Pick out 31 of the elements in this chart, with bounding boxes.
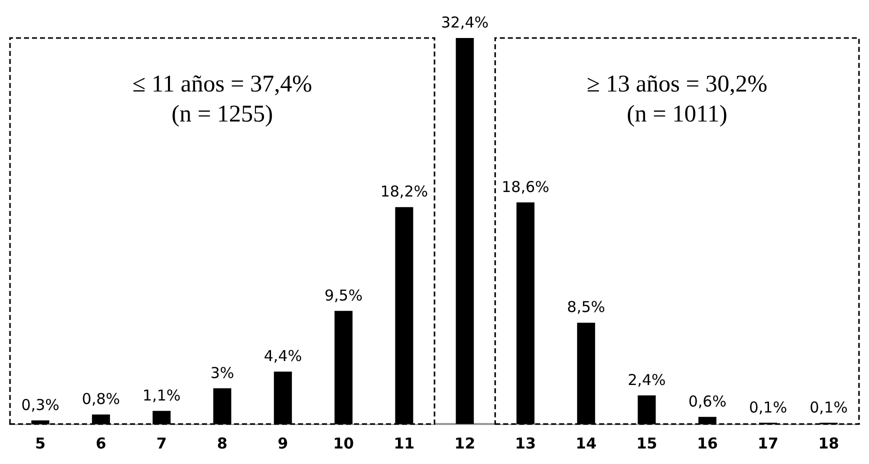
x-tick-label: 6 <box>96 434 106 452</box>
bar <box>456 38 474 424</box>
data-label: 4,4% <box>264 347 302 366</box>
x-tick-label: 10 <box>333 434 354 452</box>
x-tick-label: 15 <box>636 434 658 452</box>
band-label: ≤ 11 años = 37,4% (n = 1255) <box>132 71 312 128</box>
x-tick-label: 16 <box>696 434 718 452</box>
x-tick-label: 11 <box>394 434 415 452</box>
data-label: 8,5% <box>567 298 606 316</box>
data-label: 0,1% <box>810 398 848 416</box>
data-label: 0,6% <box>688 392 726 410</box>
x-tick-label: 14 <box>576 434 597 452</box>
data-label: 1,1% <box>142 386 181 404</box>
data-label: 9,5% <box>324 286 363 304</box>
x-tick-label: 13 <box>515 434 536 452</box>
x-tick-label: 18 <box>818 434 840 452</box>
data-label: 0,3% <box>21 396 60 414</box>
x-tick-label: 12 <box>454 434 476 452</box>
data-label: 0,1% <box>748 398 788 416</box>
band-label: ≥ 13 años = 30,2% (n = 1011) <box>586 71 768 128</box>
data-label: 2,4% <box>628 370 666 389</box>
data-label: 32,4% <box>440 14 489 32</box>
x-tick-label: 17 <box>758 434 778 452</box>
x-tick-label: 8 <box>217 434 228 452</box>
data-label: 18,2% <box>380 182 428 201</box>
data-label: 0,8% <box>82 390 120 408</box>
x-tick-label: 5 <box>35 434 46 452</box>
data-label: 3% <box>210 364 234 382</box>
x-tick-label: 9 <box>278 434 288 452</box>
x-tick-label: 7 <box>156 434 167 452</box>
data-label: 18,6% <box>502 178 550 196</box>
